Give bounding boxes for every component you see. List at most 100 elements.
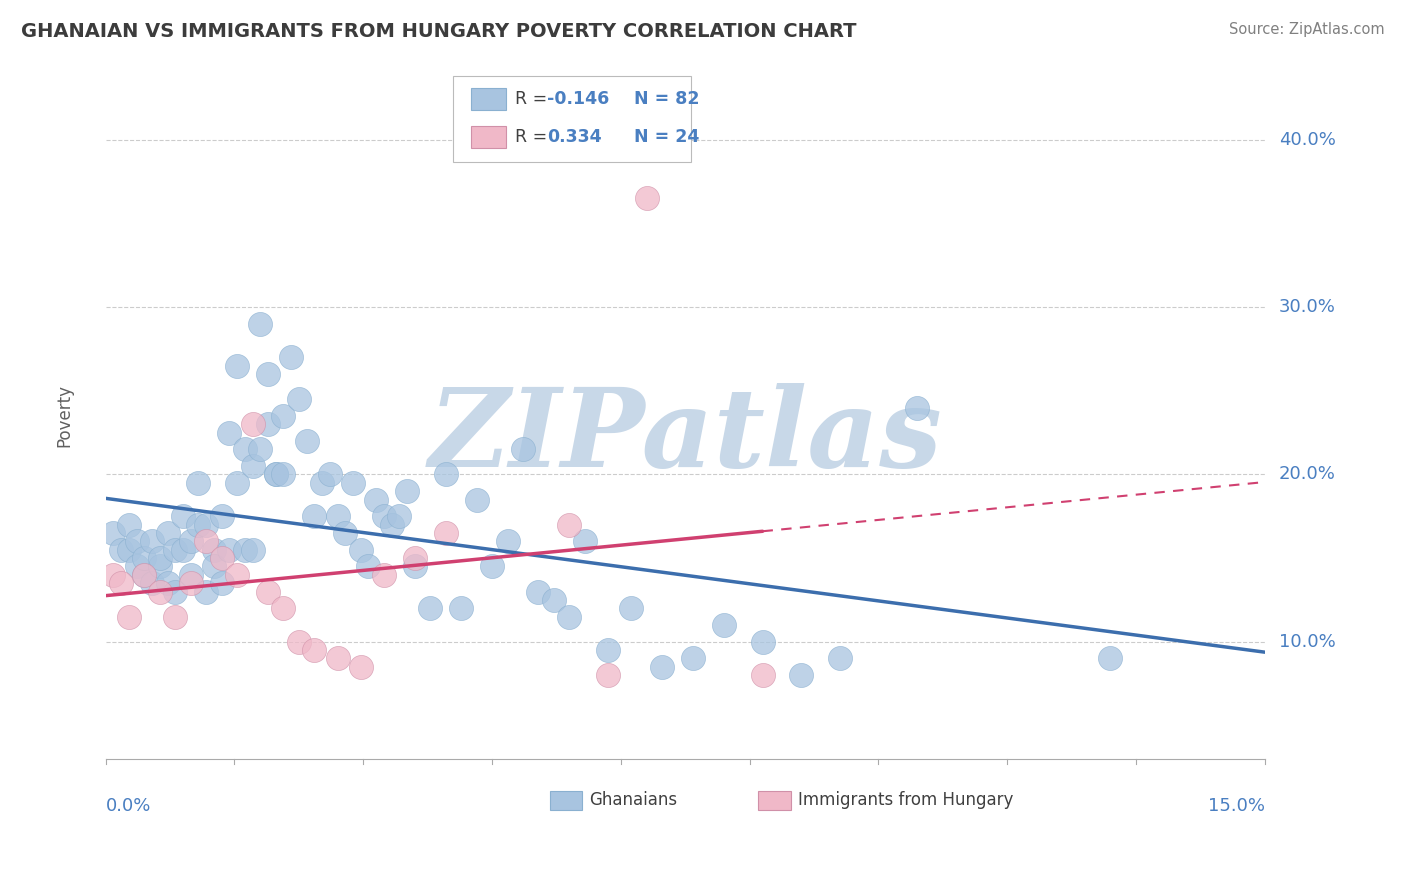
Point: [828, 651, 851, 665]
Point: [713, 618, 735, 632]
Point: [319, 467, 342, 482]
Point: [751, 634, 773, 648]
Point: [419, 601, 441, 615]
Point: [905, 401, 928, 415]
Point: [257, 417, 280, 432]
Point: [134, 551, 156, 566]
Point: [273, 409, 295, 423]
Point: [233, 442, 256, 457]
Point: [165, 542, 187, 557]
Point: [226, 359, 249, 373]
Point: [211, 551, 233, 566]
Point: [218, 542, 240, 557]
Point: [125, 534, 148, 549]
Point: [149, 584, 172, 599]
Point: [118, 517, 141, 532]
Point: [342, 475, 364, 490]
Point: [288, 392, 311, 406]
Point: [257, 367, 280, 381]
FancyBboxPatch shape: [471, 127, 506, 148]
Point: [134, 567, 156, 582]
Point: [273, 467, 295, 482]
Text: 15.0%: 15.0%: [1208, 797, 1265, 814]
Point: [187, 517, 209, 532]
Point: [682, 651, 704, 665]
Point: [404, 559, 426, 574]
Point: [481, 559, 503, 574]
Point: [1099, 651, 1122, 665]
Text: -0.146: -0.146: [547, 90, 610, 108]
Point: [596, 668, 619, 682]
Point: [335, 526, 357, 541]
Point: [103, 526, 125, 541]
Text: 0.334: 0.334: [547, 128, 602, 146]
Point: [288, 634, 311, 648]
Point: [651, 660, 673, 674]
Point: [257, 584, 280, 599]
Point: [404, 551, 426, 566]
Point: [149, 559, 172, 574]
Point: [180, 567, 202, 582]
Point: [527, 584, 550, 599]
Point: [388, 509, 411, 524]
Point: [751, 668, 773, 682]
Text: Ghanaians: Ghanaians: [589, 791, 678, 809]
Point: [357, 559, 380, 574]
Text: 10.0%: 10.0%: [1278, 632, 1336, 650]
Point: [381, 517, 404, 532]
Point: [543, 593, 565, 607]
Point: [350, 660, 373, 674]
Text: Immigrants from Hungary: Immigrants from Hungary: [797, 791, 1014, 809]
Point: [295, 434, 318, 448]
Point: [103, 567, 125, 582]
Point: [558, 609, 581, 624]
Point: [156, 576, 179, 591]
Point: [156, 526, 179, 541]
Point: [202, 542, 225, 557]
Point: [218, 425, 240, 440]
Point: [249, 317, 271, 331]
Point: [264, 467, 287, 482]
Point: [596, 643, 619, 657]
Point: [496, 534, 519, 549]
Point: [195, 534, 218, 549]
Point: [636, 191, 658, 205]
Point: [373, 567, 395, 582]
Point: [202, 559, 225, 574]
Point: [149, 551, 172, 566]
Point: [211, 576, 233, 591]
Point: [450, 601, 472, 615]
Text: R =: R =: [515, 90, 553, 108]
Text: ZIPatlas: ZIPatlas: [429, 383, 942, 491]
Text: R =: R =: [515, 128, 553, 146]
Point: [249, 442, 271, 457]
Point: [620, 601, 643, 615]
Point: [141, 534, 163, 549]
Point: [311, 475, 333, 490]
Point: [118, 542, 141, 557]
Point: [211, 509, 233, 524]
Point: [273, 601, 295, 615]
FancyBboxPatch shape: [453, 77, 690, 162]
Point: [465, 492, 488, 507]
Point: [574, 534, 596, 549]
Point: [110, 576, 132, 591]
FancyBboxPatch shape: [471, 88, 506, 110]
Point: [110, 542, 132, 557]
Point: [226, 475, 249, 490]
Point: [141, 576, 163, 591]
Point: [134, 567, 156, 582]
Point: [180, 576, 202, 591]
Point: [165, 584, 187, 599]
Point: [172, 542, 194, 557]
Point: [434, 467, 457, 482]
Point: [366, 492, 388, 507]
Point: [434, 526, 457, 541]
Text: GHANAIAN VS IMMIGRANTS FROM HUNGARY POVERTY CORRELATION CHART: GHANAIAN VS IMMIGRANTS FROM HUNGARY POVE…: [21, 22, 856, 41]
Point: [304, 509, 326, 524]
Point: [264, 467, 287, 482]
Text: N = 24: N = 24: [616, 128, 699, 146]
Point: [242, 417, 264, 432]
Point: [326, 509, 349, 524]
Point: [242, 542, 264, 557]
